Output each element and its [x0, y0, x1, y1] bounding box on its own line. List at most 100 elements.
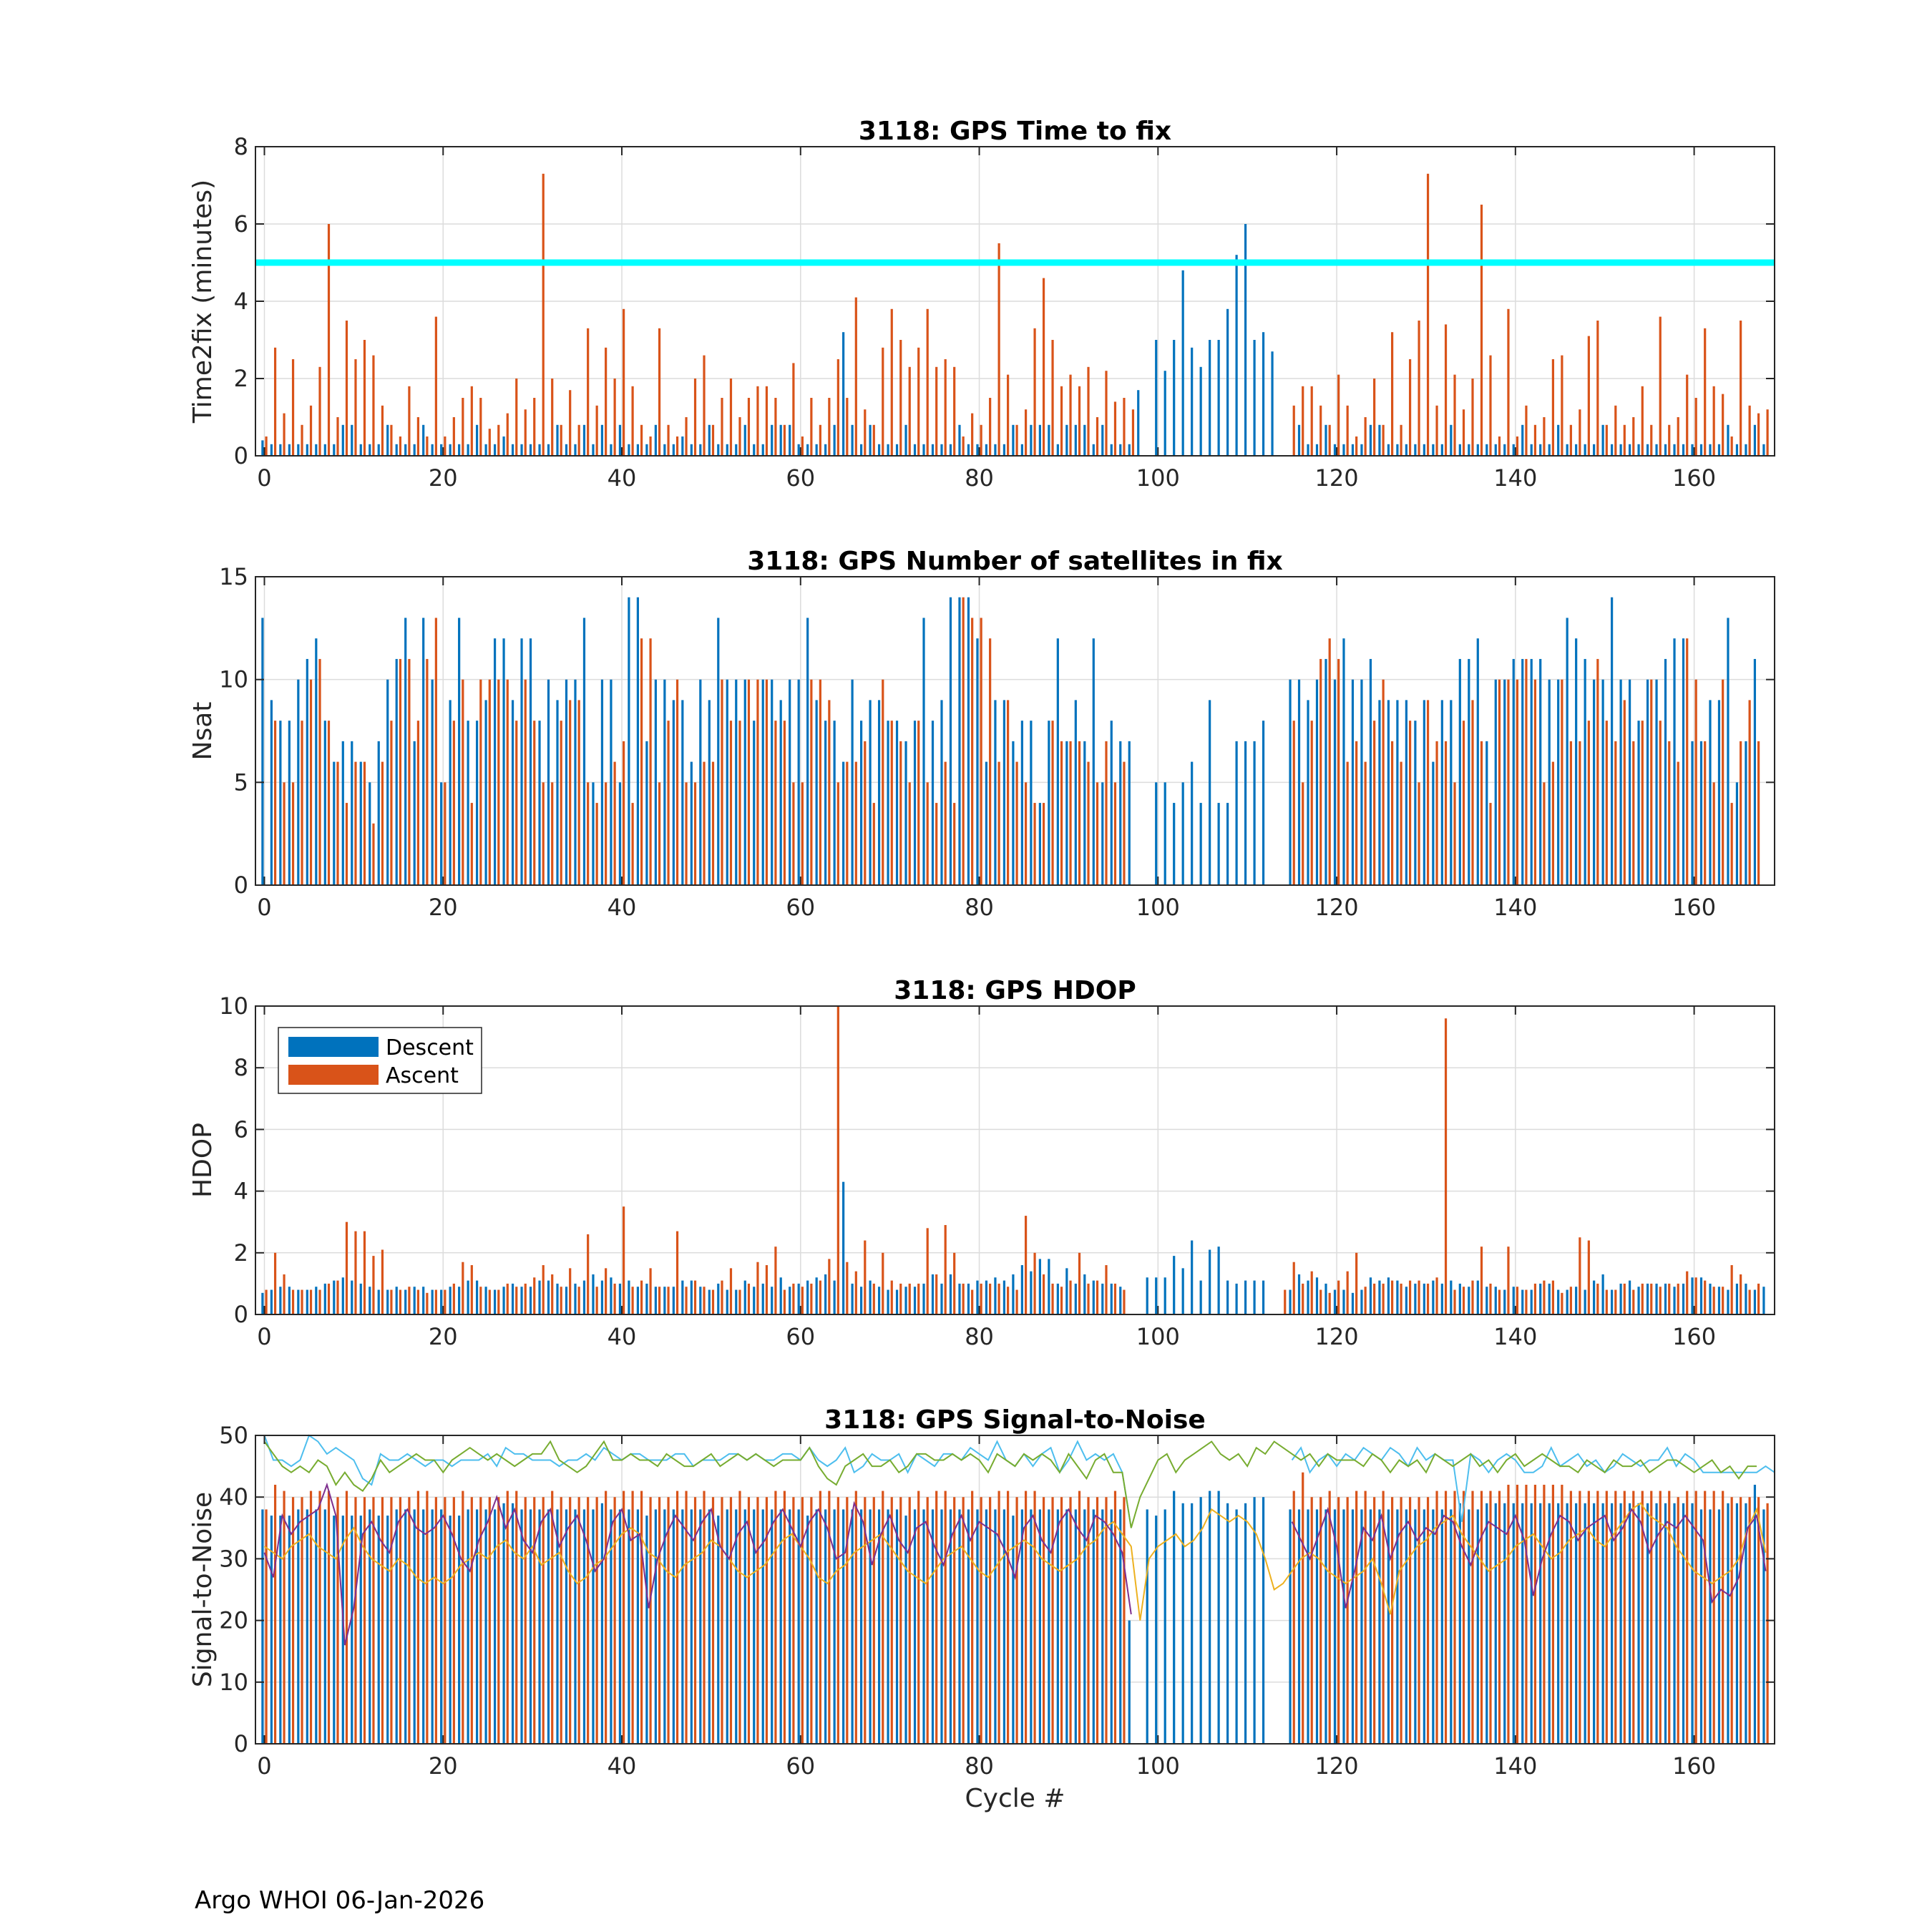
ascent-bar — [327, 721, 331, 885]
ascent-bar — [1730, 803, 1733, 885]
descent-bar — [458, 1287, 461, 1314]
descent-bar — [753, 1509, 756, 1744]
ascent-bar — [416, 721, 419, 885]
ascent-bar — [1033, 1491, 1036, 1744]
descent-bar — [1601, 424, 1604, 456]
descent-bar — [789, 1509, 791, 1744]
ascent-bar — [1614, 1491, 1617, 1744]
descent-bar — [574, 679, 577, 885]
descent-bar — [771, 1509, 774, 1744]
descent-bar — [1324, 658, 1327, 885]
descent-bar — [618, 782, 622, 885]
ascent-bar — [613, 1283, 616, 1314]
y-tick-label: 8 — [234, 133, 248, 160]
descent-bar — [1289, 679, 1292, 885]
descent-bar — [690, 444, 693, 456]
descent-bar — [1030, 424, 1033, 456]
ascent-bar — [1310, 1497, 1313, 1744]
ascent-bar — [354, 761, 357, 885]
ascent-bar — [309, 1491, 313, 1744]
descent-bar — [1673, 638, 1676, 885]
descent-bar — [1020, 444, 1023, 456]
descent-bar — [1673, 1287, 1676, 1314]
descent-bar — [565, 444, 568, 456]
x-tick-label: 120 — [1315, 464, 1359, 492]
descent-bar — [1378, 1280, 1381, 1314]
descent-bar — [994, 1277, 997, 1314]
descent-bar — [538, 721, 541, 885]
descent-bar — [1530, 658, 1533, 885]
descent-bar — [1101, 782, 1104, 885]
ascent-bar — [301, 1289, 303, 1314]
descent-bar — [877, 1287, 881, 1314]
ascent-bar — [890, 308, 893, 456]
descent-bar — [985, 761, 988, 885]
ascent-bar — [1015, 424, 1018, 456]
descent-bar — [1539, 444, 1542, 456]
ascent-bar — [1543, 1484, 1546, 1744]
ascent-bar — [1373, 1283, 1376, 1314]
ascent-bar — [935, 803, 938, 885]
descent-bar — [726, 1289, 728, 1314]
descent-bar — [1110, 1509, 1113, 1744]
ascent-bar — [997, 243, 1000, 456]
descent-bar — [1297, 424, 1301, 456]
ascent-bar — [989, 1497, 992, 1744]
ascent-bar — [426, 1292, 429, 1314]
descent-bar — [851, 424, 854, 456]
ascent-bar — [1748, 1289, 1751, 1314]
descent-bar — [323, 721, 326, 885]
descent-bar — [663, 679, 666, 885]
descent-bar — [976, 1509, 979, 1744]
descent-bar — [538, 444, 541, 456]
ascent-bar — [1480, 205, 1483, 456]
descent-bar — [1440, 700, 1443, 885]
ascent-bar — [1498, 1491, 1501, 1744]
ascent-bar — [1060, 1497, 1063, 1744]
ascent-bar — [1587, 721, 1590, 885]
ascent-bar — [587, 328, 590, 456]
descent-bar — [1584, 1289, 1586, 1314]
ascent-bar — [1105, 741, 1108, 885]
legend: Descent Ascent — [278, 1027, 482, 1094]
descent-bar — [288, 1516, 291, 1744]
descent-bar — [1611, 444, 1614, 456]
descent-bar — [1012, 741, 1015, 885]
ascent-bar — [693, 1280, 697, 1314]
ascent-bar — [801, 1497, 804, 1744]
ascent-bar — [318, 1491, 321, 1744]
ascent-bar — [479, 1287, 482, 1314]
descent-bar — [1619, 679, 1622, 885]
descent-bar — [976, 444, 979, 456]
ascent-bar — [872, 803, 875, 885]
ascent-bar — [1292, 721, 1295, 885]
ascent-bar — [1650, 1491, 1653, 1744]
descent-bar — [1217, 340, 1220, 456]
x-tick-label: 120 — [1315, 1323, 1359, 1350]
descent-bar — [1655, 1503, 1658, 1744]
ascent-bar — [497, 1497, 500, 1744]
descent-bar — [1128, 741, 1131, 885]
descent-bar — [1324, 1509, 1327, 1744]
descent-bar — [1566, 618, 1568, 885]
y-tick-label: 4 — [234, 288, 248, 315]
ascent-bar — [971, 413, 974, 456]
ascent-bar — [774, 721, 777, 885]
ascent-bar — [542, 173, 545, 457]
descent-bar — [1181, 1503, 1184, 1744]
descent-bar — [341, 424, 344, 456]
descent-bar — [1450, 424, 1453, 456]
descent-bar — [877, 444, 881, 456]
ascent-bar — [658, 328, 661, 456]
ascent-bar — [1507, 1246, 1510, 1314]
ascent-bar — [747, 1497, 751, 1744]
ascent-bar — [345, 1491, 348, 1744]
ascent-bar — [408, 386, 411, 456]
ascent-bar — [1444, 1018, 1448, 1314]
ascent-bar — [1748, 405, 1751, 456]
ascent-bar — [515, 1491, 518, 1744]
descent-bar — [922, 1283, 925, 1314]
ascent-bar — [1096, 782, 1099, 885]
descent-bar — [1584, 444, 1586, 456]
descent-bar — [860, 1287, 863, 1314]
